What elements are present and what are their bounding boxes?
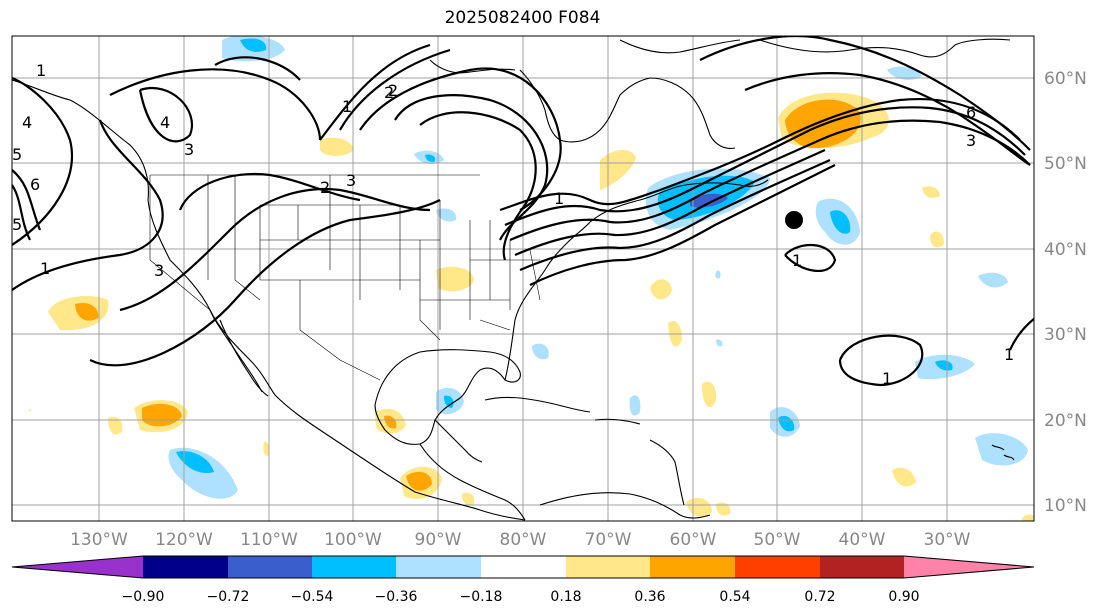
- colorbar: [11, 555, 1035, 579]
- contour-label: 1: [882, 369, 892, 388]
- lon-label: 40°W: [839, 530, 886, 550]
- contour-label: 1: [554, 189, 564, 208]
- contour-label: 1: [1004, 345, 1014, 364]
- longitude-labels: 130°W 120°W 110°W 100°W 90°W 80°W 70°W 6…: [70, 530, 971, 550]
- shaded-regions: [28, 36, 1034, 521]
- contour-labels: 1 2 3 4 5 6 1 3 1 2 3 1 1 1 1 2 3 4 5 6: [12, 61, 1014, 388]
- colorbar-segment: [650, 556, 735, 578]
- lon-label: 80°W: [500, 530, 547, 550]
- contour-label: 5: [12, 215, 22, 234]
- lon-label: 100°W: [324, 530, 382, 550]
- colorbar-segment: [143, 556, 228, 578]
- contour-label: 3: [966, 131, 976, 150]
- colorbar-outline: [11, 555, 1035, 579]
- lon-label: 110°W: [240, 530, 298, 550]
- lon-label: 90°W: [415, 530, 462, 550]
- colorbar-tick-label: −0.18: [460, 589, 503, 605]
- colorbar-segment: [481, 556, 566, 578]
- colorbar-segment: [12, 556, 143, 578]
- contour-label: 3: [184, 140, 194, 159]
- lon-label: 70°W: [585, 530, 632, 550]
- lon-label: 130°W: [70, 530, 128, 550]
- colorbar-segment: [228, 556, 312, 578]
- colorbar-tick-label: 0.18: [550, 589, 581, 605]
- contour-label: 1: [40, 259, 50, 278]
- coastlines: [12, 38, 1015, 521]
- lat-label: 10°N: [1044, 496, 1087, 516]
- colorbar-tick-label: 0.72: [804, 589, 835, 605]
- colorbar-segment: [904, 556, 1034, 578]
- lon-label: 30°W: [924, 530, 971, 550]
- lat-label: 50°N: [1044, 154, 1087, 174]
- graticule: [12, 36, 1034, 521]
- colorbar-tick-label: 0.90: [888, 589, 919, 605]
- storm-center-marker: [785, 211, 803, 229]
- colorbar-segment: [396, 556, 481, 578]
- lat-label: 20°N: [1044, 411, 1087, 431]
- contour-label: 2: [384, 83, 394, 102]
- contour-label: 4: [160, 113, 170, 132]
- colorbar-tick-label: −0.36: [375, 589, 418, 605]
- colorbar-segment: [566, 556, 650, 578]
- map-frame: [11, 35, 1035, 522]
- contour-lines: [12, 36, 1034, 387]
- colorbar-tick-label: −0.72: [207, 589, 250, 605]
- contour-label: 5: [12, 145, 22, 164]
- lat-label: 30°N: [1044, 325, 1087, 345]
- lat-label: 40°N: [1044, 240, 1087, 260]
- contour-label: 2: [320, 178, 330, 197]
- contour-label: 2: [388, 81, 398, 100]
- colorbar-segment: [735, 556, 820, 578]
- contour-label: 3: [154, 261, 164, 280]
- contour-label: 1: [36, 61, 46, 80]
- map-title: 2025082400 F084: [444, 8, 601, 28]
- colorbar-tick-labels: −0.90 −0.72 −0.54 −0.36 −0.18 0.18 0.36 …: [122, 589, 920, 605]
- colorbar-tick-label: −0.54: [291, 589, 334, 605]
- lon-label: 50°W: [754, 530, 801, 550]
- contour-label: 1: [792, 251, 802, 270]
- contour-label: 4: [22, 113, 32, 132]
- contour-label: 6: [30, 175, 40, 194]
- colorbar-tick-label: 0.54: [719, 589, 750, 605]
- colorbar-tick-label: −0.90: [122, 589, 165, 605]
- lat-label: 60°N: [1044, 69, 1087, 89]
- lon-label: 120°W: [155, 530, 213, 550]
- contour-label: 6: [966, 103, 976, 122]
- colorbar-segment: [312, 556, 396, 578]
- colorbar-segment: [820, 556, 904, 578]
- latitude-labels: 60°N 50°N 40°N 30°N 20°N 10°N: [1044, 69, 1087, 516]
- lon-label: 60°W: [670, 530, 717, 550]
- colorbar-tick-label: 0.36: [634, 589, 665, 605]
- contour-label: 3: [346, 171, 356, 190]
- contour-label: 1: [342, 97, 352, 116]
- state-borders: [149, 174, 541, 381]
